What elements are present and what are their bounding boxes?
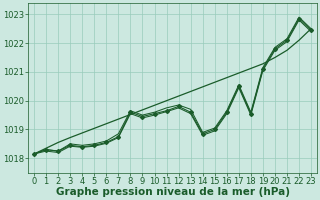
X-axis label: Graphe pression niveau de la mer (hPa): Graphe pression niveau de la mer (hPa)	[56, 187, 290, 197]
